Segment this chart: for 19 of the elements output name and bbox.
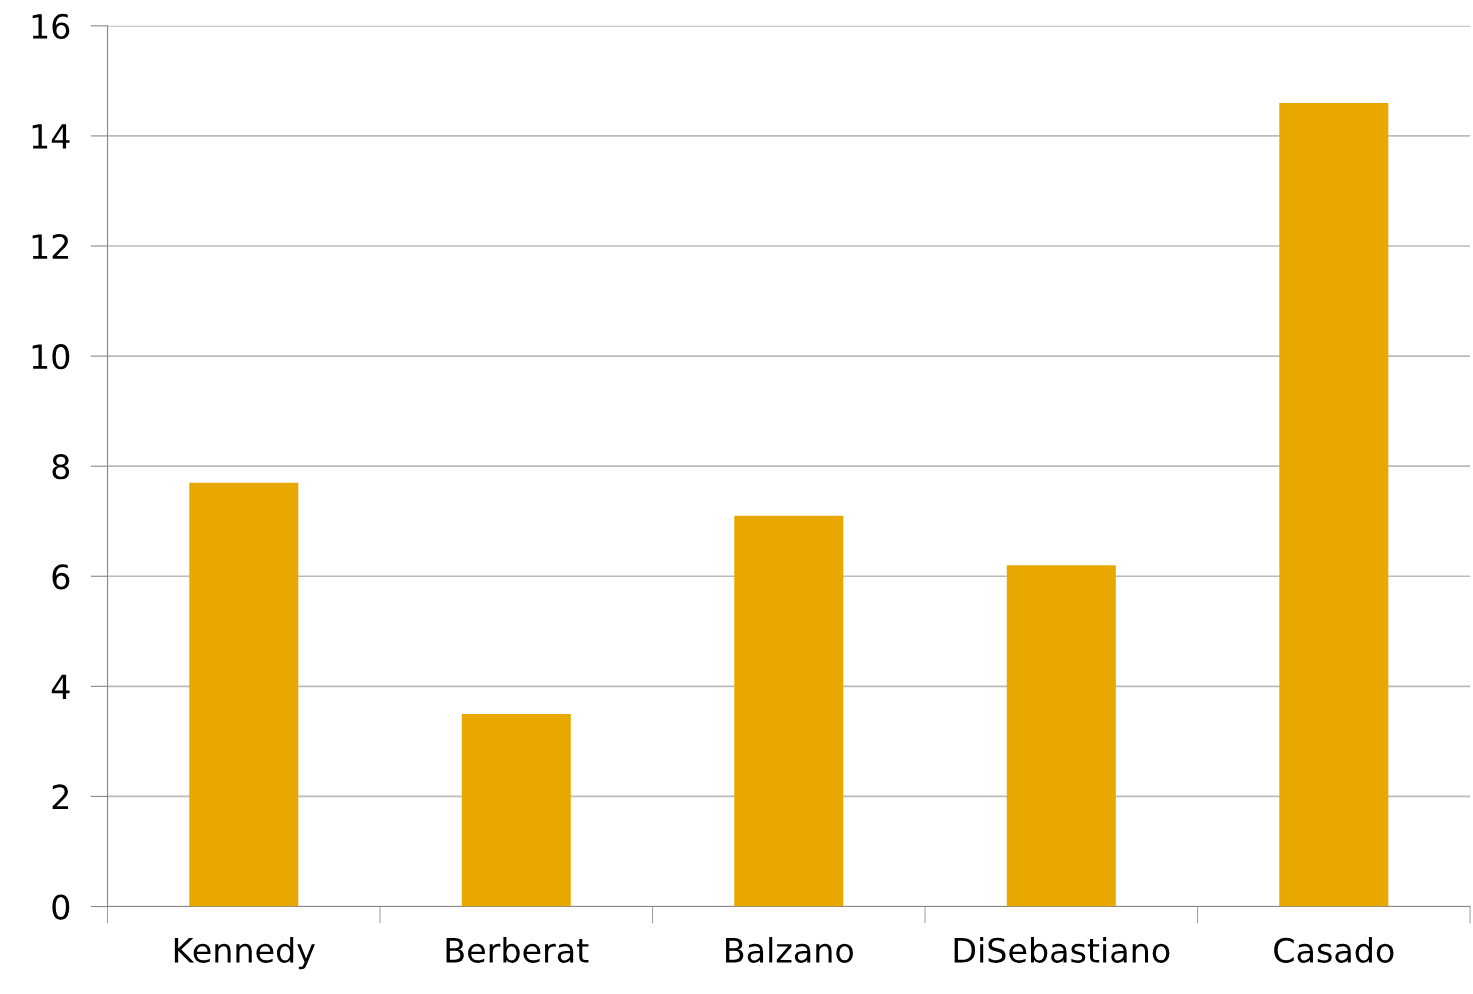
x-tick-label: Balzano	[726, 937, 853, 963]
y-tick-label: 4	[51, 674, 70, 700]
y-tick-label: 10	[32, 344, 70, 370]
x-tick-label: DiSebastiano	[954, 937, 1170, 963]
bar	[1006, 565, 1116, 907]
x-tick-label: Casado	[1274, 937, 1394, 963]
y-tick-label: 2	[52, 784, 69, 810]
x-tick-label: Berberat	[446, 937, 589, 963]
y-tick-label: 12	[32, 233, 69, 259]
bar	[734, 515, 844, 907]
y-tick-label: 8	[52, 454, 70, 480]
y-tick-label: 16	[32, 13, 70, 39]
y-tick-label: 0	[52, 894, 70, 920]
y-tick-label: 6	[52, 564, 70, 590]
bar	[189, 482, 299, 907]
bar	[1279, 102, 1389, 907]
y-tick-label: 14	[32, 124, 70, 149]
x-tick-label: Kennedy	[174, 937, 315, 970]
bar	[461, 713, 571, 907]
